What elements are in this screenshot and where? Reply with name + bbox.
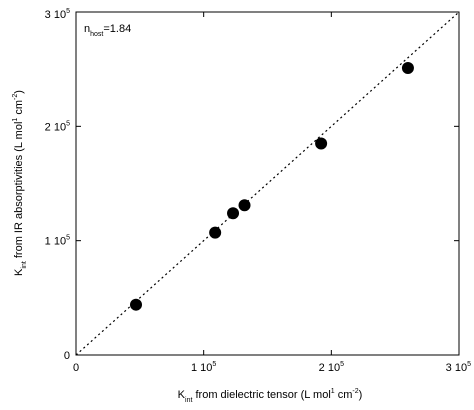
y-label-k-sub: int (21, 261, 28, 268)
reference-line-group (75, 11, 460, 356)
x-label-text2: cm (335, 389, 353, 401)
annotation-value: =1.84 (103, 23, 131, 35)
x-axis-label: Kint from dielectric tensor (L mol1 cm-2… (178, 388, 363, 404)
y-label-text1: from IR absorptivities (L mol (13, 122, 25, 262)
data-point (401, 62, 414, 75)
y-tick-label: 2 105 (45, 120, 70, 133)
x-label-text3: ) (359, 389, 363, 401)
annotation-n-sub: host (90, 31, 103, 38)
y-label-text2: cm (13, 100, 25, 118)
data-point (130, 298, 143, 311)
reference-line (75, 11, 460, 356)
annotation: nhost=1.84 (84, 23, 131, 38)
data-point (315, 137, 328, 150)
x-label-text1: from dielectric tensor (L mol (192, 389, 330, 401)
y-axis-label: Kint from IR absorptivities (L mol1 cm-2… (12, 90, 28, 276)
plot-frame (75, 11, 460, 356)
x-label-k-sub: int (185, 397, 192, 404)
y-tick-label: 0 (64, 350, 70, 362)
y-tick-label: 1 105 (45, 235, 70, 248)
data-point (227, 207, 240, 220)
y-axis-ticks: 0 1 105 2 105 3 105 (45, 8, 459, 362)
data-points (130, 62, 414, 311)
x-tick-label: 1 105 (191, 361, 216, 374)
x-tick-label: 0 (73, 362, 79, 374)
y-label-k: K (13, 268, 25, 276)
x-label-sup2: -2 (352, 388, 358, 395)
annotation-n: n (84, 23, 90, 35)
y-label-sup2: -2 (12, 94, 19, 100)
y-label-text3: ) (13, 90, 25, 94)
x-label-sup1: 1 (331, 388, 335, 395)
x-axis-ticks: 0 1 105 2 105 3 105 (73, 12, 471, 374)
data-point (209, 226, 222, 239)
y-label-sup1: 1 (12, 118, 19, 122)
x-tick-label: 2 105 (319, 361, 344, 374)
y-tick-label: 3 105 (45, 8, 70, 21)
data-point (238, 199, 251, 212)
x-label-k: K (178, 389, 186, 401)
x-tick-label: 3 105 (446, 361, 471, 374)
